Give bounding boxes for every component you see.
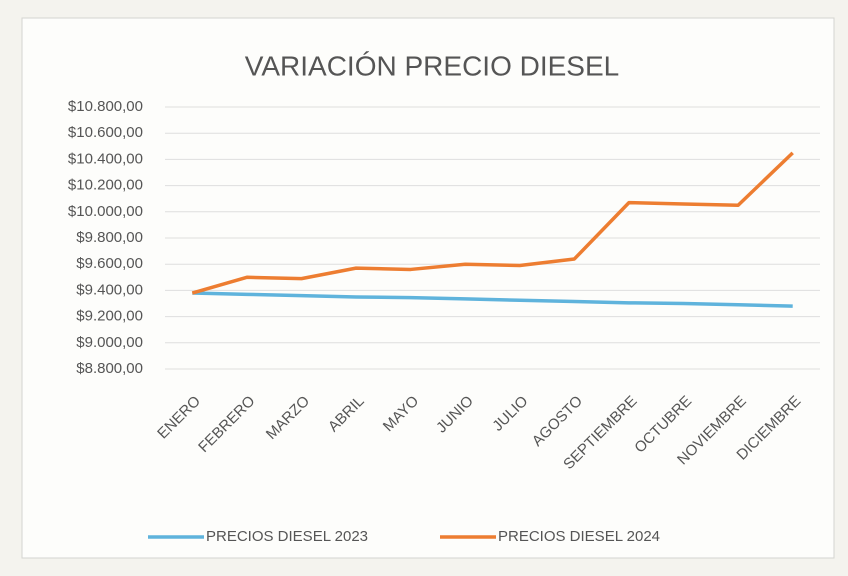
y-tick-label: $10.800,00 (68, 98, 143, 115)
y-tick-label: $10.200,00 (68, 177, 143, 194)
chart-title: VARIACIÓN PRECIO DIESEL (245, 50, 619, 81)
series-line (192, 291, 793, 308)
legend-label: PRECIOS DIESEL 2023 (206, 528, 368, 545)
y-tick-label: $8.800,00 (76, 360, 143, 377)
legend-label: PRECIOS DIESEL 2024 (498, 528, 660, 545)
y-tick-label: $10.400,00 (68, 150, 143, 167)
y-tick-label: $9.200,00 (76, 308, 143, 325)
y-tick-label: $10.600,00 (68, 124, 143, 141)
y-tick-label: $9.000,00 (76, 334, 143, 351)
y-tick-label: $9.800,00 (76, 229, 143, 246)
y-tick-label: $9.400,00 (76, 281, 143, 298)
chart-frame (21, 17, 835, 559)
y-tick-label: $10.000,00 (68, 203, 143, 220)
y-tick-label: $9.600,00 (76, 255, 143, 272)
series-line (191, 151, 794, 295)
